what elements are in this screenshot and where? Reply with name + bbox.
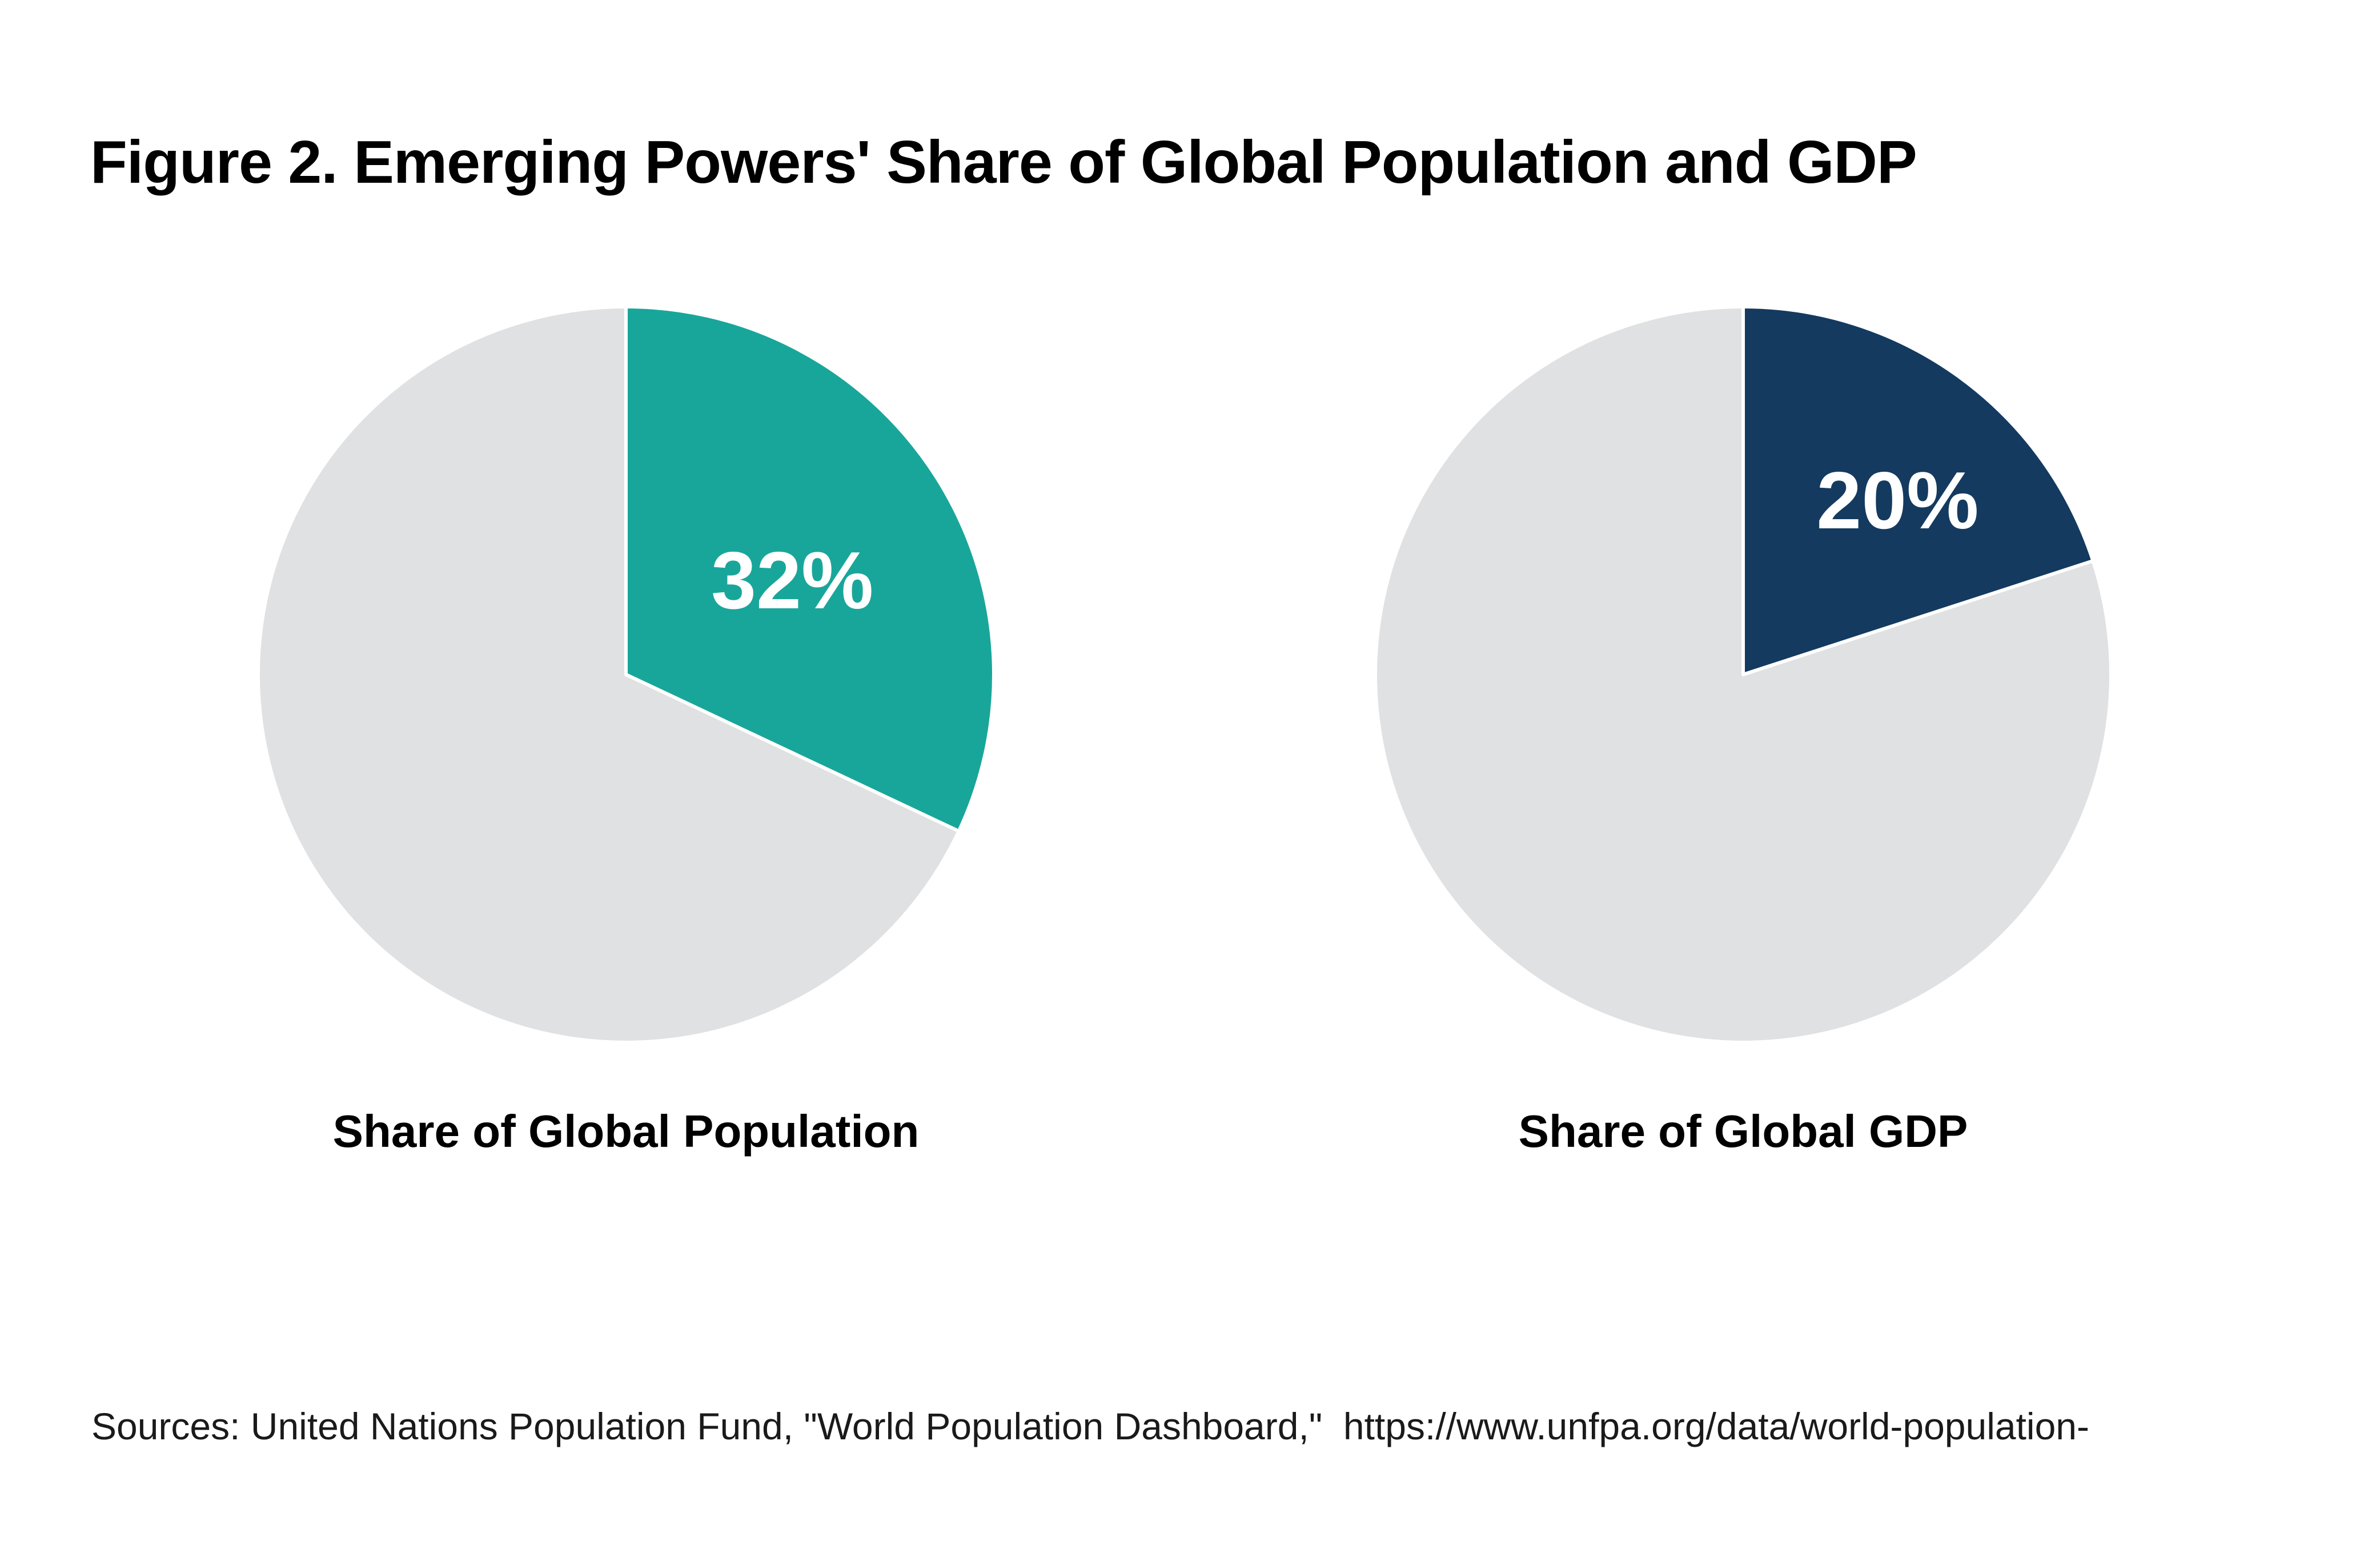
- pie-chart-gdp: 20%: [1372, 303, 2114, 1046]
- pie-gdp-graphic: [1374, 305, 2113, 1044]
- pie-gdp-value-label: 20%: [1816, 455, 1979, 546]
- figure-title: Figure 2. Emerging Powers' Share of Glob…: [90, 129, 1917, 196]
- pie-chart-population: 32%: [255, 303, 997, 1046]
- sources-note: Sources: United Nations Population Fund,…: [91, 1292, 2319, 1565]
- pie-population-caption: Share of Global Population: [332, 1106, 920, 1157]
- sources-line-2: dashboard; World Bank, "World Developmen…: [91, 1560, 2319, 1565]
- sources-line-1: Sources: United Nations Population Fund,…: [91, 1405, 2089, 1447]
- pie-gdp-caption: Share of Global GDP: [1518, 1106, 1968, 1157]
- pie-population-value-label: 32%: [711, 535, 874, 627]
- pie-population-graphic: [256, 305, 996, 1044]
